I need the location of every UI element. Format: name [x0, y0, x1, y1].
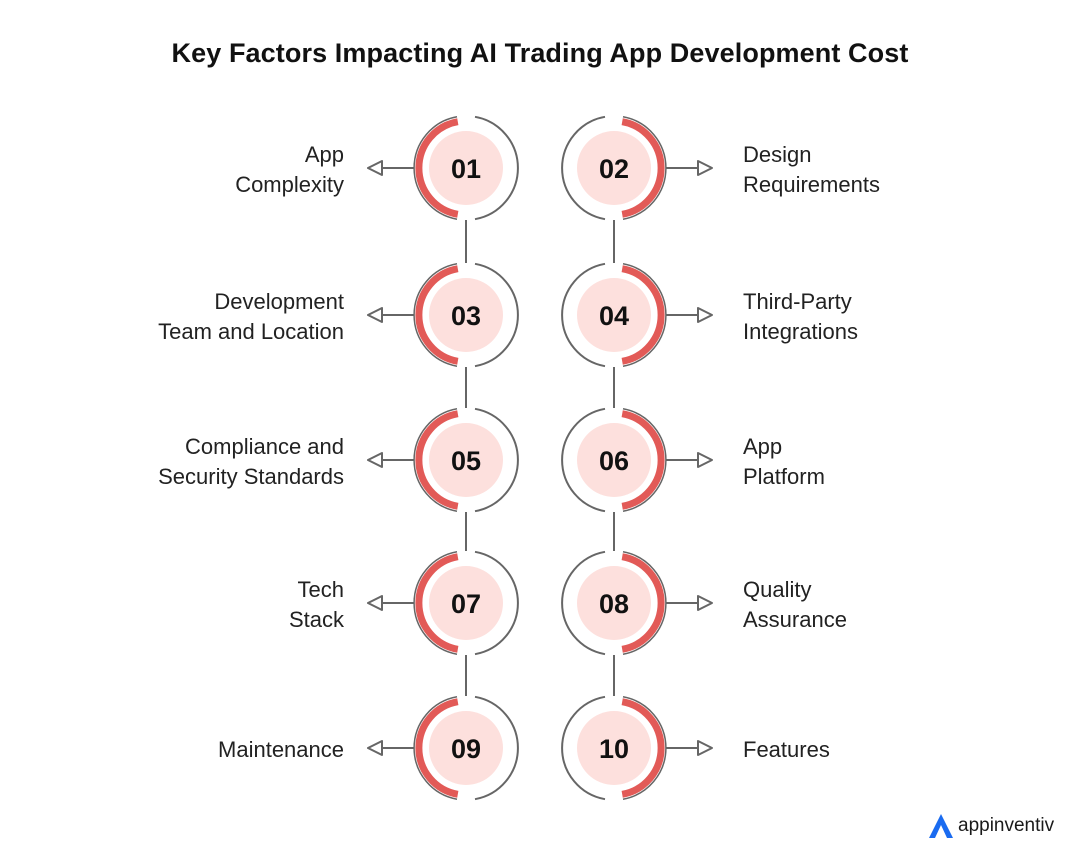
number-circle — [577, 131, 651, 205]
number-circle — [577, 423, 651, 497]
circle-outline-inner — [413, 116, 458, 220]
circle-outline — [561, 695, 606, 801]
circle-outline — [474, 550, 519, 656]
factor-number: 02 — [599, 154, 629, 184]
accent-arc — [621, 698, 665, 798]
arrow-head — [697, 307, 713, 323]
factor-number: 05 — [451, 446, 481, 476]
factor-label: Design Requirements — [743, 140, 1003, 200]
circle-outline — [561, 262, 606, 368]
factor-label-line: Integrations — [743, 319, 858, 344]
circle-outline — [561, 115, 606, 221]
number-circle — [577, 278, 651, 352]
circle-outline — [561, 550, 606, 656]
arrow-head — [697, 740, 713, 756]
circle-outline-inner — [622, 408, 667, 512]
arrow-head — [367, 595, 383, 611]
logo-text: appinventiv — [958, 815, 1055, 836]
circle-outline — [561, 407, 606, 513]
arrow-head — [697, 160, 713, 176]
appinventiv-logo: appinventiv — [928, 812, 1054, 840]
factor-label: Tech Stack — [84, 575, 344, 635]
factor-label: Development Team and Location — [84, 287, 344, 347]
factor-number: 01 — [451, 154, 481, 184]
factor-label: Quality Assurance — [743, 575, 1003, 635]
accent-arc — [415, 118, 459, 218]
appinventiv-logo-icon — [929, 814, 953, 838]
factor-label-line: Features — [743, 737, 830, 762]
factor-label-line: Requirements — [743, 172, 880, 197]
diagram-title: Key Factors Impacting AI Trading App Dev… — [171, 38, 909, 68]
factor-label-line: Security Standards — [158, 464, 344, 489]
accent-arc — [415, 553, 459, 653]
arrow-head — [367, 452, 383, 468]
factor-label: App Complexity — [84, 140, 344, 200]
factor-label-line: Complexity — [235, 172, 344, 197]
circle-outline-inner — [413, 263, 458, 367]
factor-number: 04 — [599, 301, 629, 331]
factor-number: 09 — [451, 734, 481, 764]
number-circle — [577, 566, 651, 640]
circle-outline — [474, 407, 519, 513]
factor-number: 10 — [599, 734, 629, 764]
factor-label-line: Platform — [743, 464, 825, 489]
factor-label-line: Maintenance — [218, 737, 344, 762]
factor-label: Third-Party Integrations — [743, 287, 1003, 347]
arrow-head — [367, 307, 383, 323]
circle-outline-inner — [622, 696, 667, 800]
arrow-head — [697, 452, 713, 468]
factor-number: 03 — [451, 301, 481, 331]
number-circle — [429, 278, 503, 352]
circle-outline-inner — [622, 116, 667, 220]
factor-number: 07 — [451, 589, 481, 619]
arrow-head — [367, 160, 383, 176]
circle-outline — [474, 695, 519, 801]
factor-number: 06 — [599, 446, 629, 476]
accent-arc — [415, 698, 459, 798]
factor-label-line: Tech — [297, 577, 344, 602]
circle-outline-inner — [622, 263, 667, 367]
factor-label-line: Assurance — [743, 607, 847, 632]
circle-outline-inner — [413, 408, 458, 512]
number-circle — [429, 566, 503, 640]
arrow-head — [697, 595, 713, 611]
number-circle — [577, 711, 651, 785]
circle-outline — [474, 262, 519, 368]
factor-label: Maintenance — [84, 735, 344, 765]
factor-label: Features — [743, 735, 1003, 765]
arrow-head — [367, 740, 383, 756]
factor-label-line: Design — [743, 142, 812, 167]
accent-arc — [621, 553, 665, 653]
accent-arc — [415, 265, 459, 365]
number-circle — [429, 711, 503, 785]
circle-outline — [474, 115, 519, 221]
factor-label-line: Third-Party — [743, 289, 852, 314]
factor-label-line: Development — [214, 289, 344, 314]
factor-label: Compliance and Security Standards — [84, 432, 344, 492]
circle-outline-inner — [622, 551, 667, 655]
factor-label-line: Compliance and — [185, 434, 344, 459]
circle-outline-inner — [413, 696, 458, 800]
number-circle — [429, 423, 503, 497]
factor-label-line: App — [304, 142, 344, 167]
factor-number: 08 — [599, 589, 629, 619]
circle-outline-inner — [413, 551, 458, 655]
factor-label-line: Team and Location — [158, 319, 344, 344]
factor-label-line: Stack — [288, 607, 344, 632]
factor-label-line: App — [743, 434, 783, 459]
accent-arc — [621, 265, 665, 365]
accent-arc — [621, 410, 665, 510]
accent-arc — [621, 118, 665, 218]
accent-arc — [415, 410, 459, 510]
number-circle — [429, 131, 503, 205]
factor-label-line: Quality — [743, 577, 812, 602]
factor-label: App Platform — [743, 432, 1003, 492]
